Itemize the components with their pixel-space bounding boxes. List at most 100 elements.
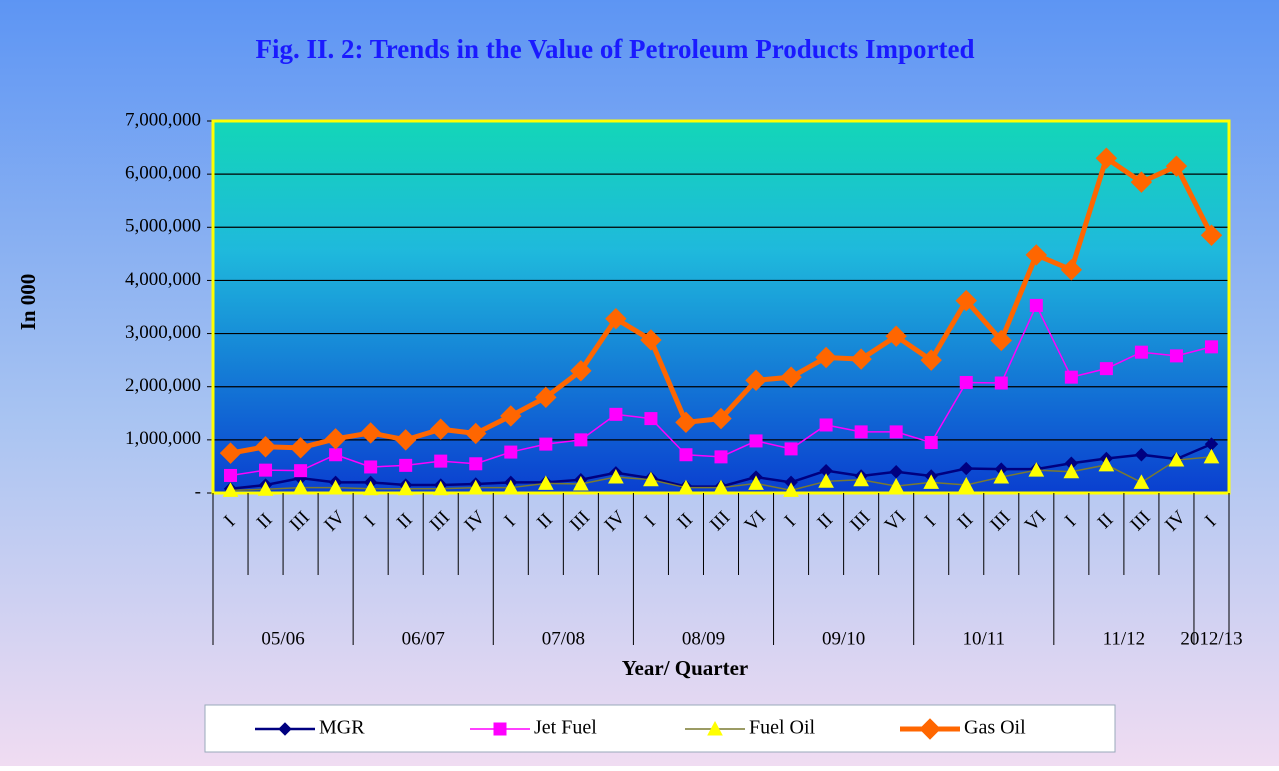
point bbox=[714, 450, 728, 464]
group-label: 10/11 bbox=[962, 628, 1005, 649]
y-tick-label: 1,000,000 bbox=[125, 428, 201, 449]
plot-area bbox=[213, 121, 1229, 493]
point bbox=[1168, 451, 1185, 467]
point bbox=[605, 307, 627, 330]
point bbox=[1203, 448, 1220, 464]
point bbox=[1165, 155, 1188, 177]
point bbox=[222, 482, 239, 497]
point bbox=[327, 479, 344, 495]
point bbox=[608, 469, 624, 484]
point bbox=[640, 329, 662, 351]
group-label: 07/08 bbox=[542, 628, 585, 649]
point bbox=[854, 425, 868, 439]
legend-label: Fuel Oil bbox=[749, 717, 816, 739]
group-label: 09/10 bbox=[822, 628, 865, 649]
point bbox=[818, 473, 834, 488]
y-tick-label: - bbox=[195, 481, 201, 502]
point bbox=[469, 457, 483, 471]
point bbox=[609, 407, 623, 421]
point bbox=[1098, 456, 1115, 472]
point bbox=[289, 437, 312, 459]
y-tick-label: 7,000,000 bbox=[125, 109, 201, 130]
y-tick-label: 5,000,000 bbox=[125, 216, 201, 237]
x-axis-label: Year/ Quarter bbox=[622, 656, 749, 680]
point bbox=[748, 475, 764, 490]
point bbox=[254, 436, 277, 458]
point bbox=[888, 478, 905, 493]
point bbox=[539, 437, 553, 451]
point bbox=[923, 474, 940, 489]
point bbox=[784, 442, 798, 456]
point bbox=[994, 376, 1008, 390]
point bbox=[678, 479, 694, 495]
point bbox=[1200, 224, 1223, 246]
point bbox=[959, 375, 973, 389]
group-label: 05/06 bbox=[261, 628, 304, 649]
legend-marker bbox=[919, 718, 941, 740]
point bbox=[399, 458, 413, 472]
point bbox=[394, 429, 417, 451]
point bbox=[1028, 462, 1045, 477]
point bbox=[885, 325, 907, 347]
point bbox=[990, 329, 1012, 352]
point bbox=[993, 469, 1010, 484]
point bbox=[853, 471, 869, 487]
point bbox=[294, 464, 308, 478]
point bbox=[359, 422, 382, 444]
y-tick-label: 4,000,000 bbox=[125, 269, 201, 290]
point bbox=[1134, 345, 1148, 359]
point bbox=[430, 418, 452, 440]
point bbox=[257, 481, 274, 496]
point bbox=[432, 480, 449, 496]
y-axis-label: In 000 bbox=[16, 274, 40, 331]
point bbox=[1133, 474, 1150, 489]
point bbox=[924, 436, 938, 450]
point bbox=[749, 434, 763, 448]
point bbox=[644, 412, 658, 426]
point bbox=[504, 445, 518, 459]
legend-marker bbox=[493, 722, 507, 736]
point bbox=[324, 428, 347, 450]
point bbox=[1169, 349, 1183, 363]
point bbox=[573, 475, 589, 491]
point bbox=[1029, 298, 1043, 312]
point bbox=[1064, 370, 1078, 384]
point bbox=[292, 479, 309, 495]
legend-marker bbox=[278, 722, 292, 736]
point bbox=[1099, 362, 1113, 376]
point bbox=[397, 480, 414, 496]
group-label: 11/12 bbox=[1103, 628, 1146, 649]
point bbox=[537, 475, 554, 490]
point bbox=[1134, 448, 1149, 462]
point bbox=[889, 465, 903, 479]
legend bbox=[204, 704, 1116, 753]
point bbox=[850, 348, 872, 370]
point bbox=[1130, 171, 1153, 193]
point bbox=[959, 461, 973, 476]
point bbox=[224, 468, 238, 482]
group-label: 06/07 bbox=[402, 628, 445, 649]
point bbox=[679, 448, 693, 462]
point bbox=[819, 418, 833, 432]
point bbox=[574, 433, 588, 447]
y-tick-label: 6,000,000 bbox=[125, 163, 201, 184]
point bbox=[780, 366, 802, 388]
point bbox=[958, 476, 975, 492]
point bbox=[259, 463, 273, 477]
point bbox=[1063, 463, 1080, 479]
legend-label: Jet Fuel bbox=[534, 717, 597, 739]
point bbox=[502, 479, 519, 495]
point bbox=[434, 454, 448, 468]
point bbox=[815, 346, 837, 369]
point bbox=[362, 480, 379, 496]
legend-marker bbox=[707, 720, 723, 736]
chart-title: Fig. II. 2: Trends in the Value of Petro… bbox=[255, 34, 974, 64]
y-tick-label: 2,000,000 bbox=[125, 375, 201, 396]
point bbox=[713, 479, 729, 495]
point bbox=[329, 448, 343, 462]
point bbox=[745, 369, 767, 392]
point bbox=[219, 442, 242, 464]
point bbox=[920, 349, 942, 371]
